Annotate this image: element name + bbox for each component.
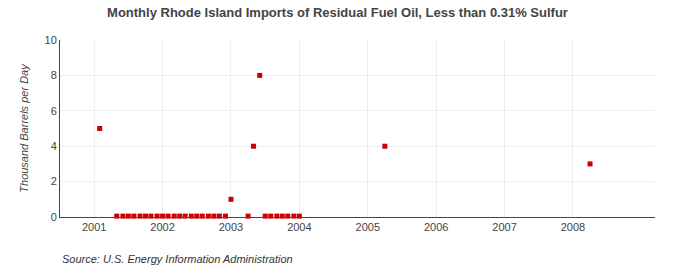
svg-text:2004: 2004 bbox=[287, 221, 311, 233]
svg-text:8: 8 bbox=[51, 69, 57, 81]
svg-text:6: 6 bbox=[51, 105, 57, 117]
svg-text:2002: 2002 bbox=[150, 221, 174, 233]
svg-text:2006: 2006 bbox=[424, 221, 448, 233]
svg-text:Source: U.S. Energy Informatio: Source: U.S. Energy Information Administ… bbox=[62, 253, 293, 265]
svg-text:2003: 2003 bbox=[219, 221, 243, 233]
svg-text:4: 4 bbox=[51, 140, 57, 152]
svg-text:10: 10 bbox=[45, 34, 57, 46]
svg-text:2005: 2005 bbox=[356, 221, 380, 233]
svg-text:Monthly Rhode Island Imports o: Monthly Rhode Island Imports of Residual… bbox=[107, 5, 568, 20]
svg-text:2001: 2001 bbox=[82, 221, 106, 233]
svg-text:Thousand Barrels per Day: Thousand Barrels per Day bbox=[18, 63, 30, 193]
svg-text:2008: 2008 bbox=[561, 221, 585, 233]
svg-text:2: 2 bbox=[51, 175, 57, 187]
svg-text:0: 0 bbox=[51, 211, 57, 223]
svg-text:2007: 2007 bbox=[492, 221, 516, 233]
